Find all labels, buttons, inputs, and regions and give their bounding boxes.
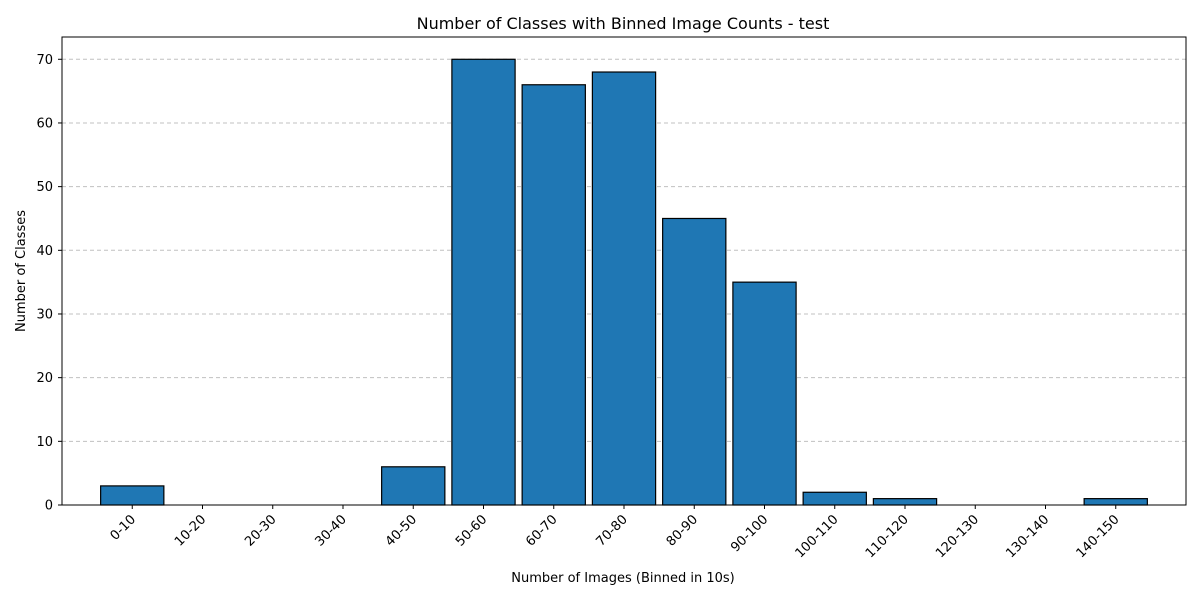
x-tick-label: 0-10 (108, 512, 139, 543)
bar-100-110 (802, 491, 867, 506)
x-tick-label: 10-20 (172, 512, 209, 549)
y-axis-label: Number of Classes (14, 210, 29, 332)
x-axis-ticks: 0-10 10-20 20-30 30-40 40-50 50-60 60-70 70-80 8… (108, 505, 1123, 561)
bar-70-80 (591, 71, 657, 506)
bar-50-60 (451, 58, 516, 506)
x-tick-label: 40-50 (383, 512, 420, 549)
x-tick-label: 50-60 (453, 512, 490, 549)
x-tick-label: 130-140 (1003, 512, 1052, 561)
x-tick-label: 80-90 (664, 512, 701, 549)
y-tick-label: 60 (36, 116, 53, 131)
x-tick-label: 30-40 (313, 512, 350, 549)
bar-40-50 (381, 466, 446, 506)
x-tick-label: 120-130 (933, 512, 982, 561)
y-tick-label: 70 (36, 53, 53, 68)
y-tick-label: 40 (36, 244, 53, 259)
x-tick-label: 110-120 (863, 512, 912, 561)
bar-110-120 (872, 498, 938, 506)
x-tick-label: 70-80 (594, 512, 631, 549)
bar-80-90 (662, 217, 727, 506)
bars (100, 58, 1148, 506)
bar-140-150 (1083, 498, 1148, 506)
y-tick-label: 10 (36, 435, 53, 450)
y-tick-label: 20 (36, 371, 53, 386)
bar-60-70 (521, 84, 586, 506)
bar-90-100 (732, 281, 797, 506)
y-axis-ticks: 0 10 20 30 40 50 60 70 (36, 53, 62, 514)
y-tick-label: 50 (36, 180, 53, 195)
x-tick-label: 100-110 (793, 512, 842, 561)
y-tick-label: 30 (36, 307, 53, 322)
x-tick-label: 60-70 (523, 512, 560, 549)
x-tick-label: 90-100 (728, 512, 771, 555)
x-tick-label: 20-30 (242, 512, 279, 549)
y-tick-label: 0 (45, 499, 53, 514)
chart-title: Number of Classes with Binned Image Coun… (417, 14, 830, 33)
x-tick-label: 140-150 (1074, 512, 1123, 561)
x-axis-label: Number of Images (Binned in 10s) (511, 571, 734, 586)
bar-0-10 (100, 485, 165, 506)
